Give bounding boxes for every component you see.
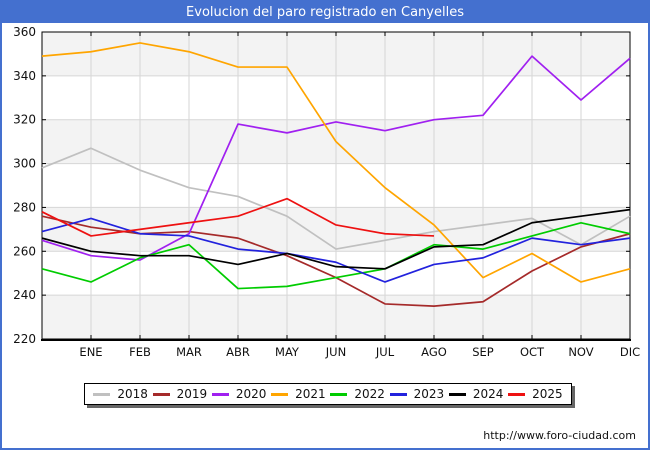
- legend-label: 2025: [532, 387, 563, 401]
- y-axis-label: 300: [13, 157, 36, 171]
- legend-label: 2024: [472, 387, 504, 401]
- series-line-2022: [41, 221, 631, 290]
- x-axis-label: OCT: [520, 345, 545, 359]
- x-axis-label: ENE: [79, 345, 102, 359]
- series-line-2018: [41, 147, 631, 250]
- x-axis-label: DIC: [620, 345, 640, 359]
- legend-item-2023: 2023: [389, 387, 445, 401]
- y-axis-label: 340: [13, 69, 36, 83]
- legend-item-2024: 2024: [448, 387, 504, 401]
- legend-label: 2022: [354, 387, 385, 401]
- x-axis-label: FEB: [129, 345, 151, 359]
- legend-swatch-2025: [508, 392, 526, 396]
- series-line-2020: [41, 55, 631, 261]
- legend-swatch-2020: [211, 392, 229, 396]
- legend-item-2021: 2021: [271, 387, 326, 401]
- x-axis-label: MAR: [176, 345, 202, 359]
- y-axis-label: 280: [13, 200, 36, 214]
- x-axis-label: AGO: [421, 345, 447, 359]
- series-line-2024: [41, 208, 631, 270]
- y-axis-label: 360: [13, 25, 36, 39]
- legend-swatch-2018: [93, 392, 111, 396]
- x-axis-label: ABR: [226, 345, 250, 359]
- y-axis-label: 260: [13, 244, 36, 258]
- legend-swatch-2021: [271, 392, 289, 396]
- legend-label: 2023: [413, 387, 445, 401]
- legend-label: 2018: [117, 387, 148, 401]
- legend-item-2019: 2019: [152, 387, 208, 401]
- y-axis-label: 240: [13, 288, 36, 302]
- legend-swatch-2019: [152, 392, 170, 396]
- x-axis-label: SEP: [472, 345, 494, 359]
- legend-item-2018: 2018: [93, 387, 148, 401]
- y-axis-label: 220: [13, 332, 36, 346]
- legend-label: 2021: [295, 387, 326, 401]
- watermark-url: http://www.foro-ciudad.com: [483, 429, 636, 442]
- legend-label: 2020: [235, 387, 267, 401]
- x-axis-label: JUN: [325, 345, 346, 359]
- y-axis-label: 320: [13, 113, 36, 127]
- series-line-2021: [41, 42, 631, 283]
- legend-swatch-2022: [330, 392, 348, 396]
- series-line-2025: [41, 197, 435, 237]
- chart-title: Evolucion del paro registrado en Canyell…: [2, 2, 648, 23]
- legend-item-2025: 2025: [508, 387, 563, 401]
- legend-swatch-2023: [389, 392, 407, 396]
- legend-item-2022: 2022: [330, 387, 385, 401]
- x-axis-label: NOV: [568, 345, 593, 359]
- x-axis-label: MAY: [275, 345, 300, 359]
- series-line-2023: [41, 217, 631, 283]
- x-axis-label: JUL: [375, 345, 395, 359]
- chart-legend: 2018 2019 2020 2021 2022 2023 2024 2025: [84, 383, 572, 405]
- legend-label: 2019: [176, 387, 208, 401]
- legend-swatch-2024: [448, 392, 466, 396]
- legend-item-2020: 2020: [211, 387, 267, 401]
